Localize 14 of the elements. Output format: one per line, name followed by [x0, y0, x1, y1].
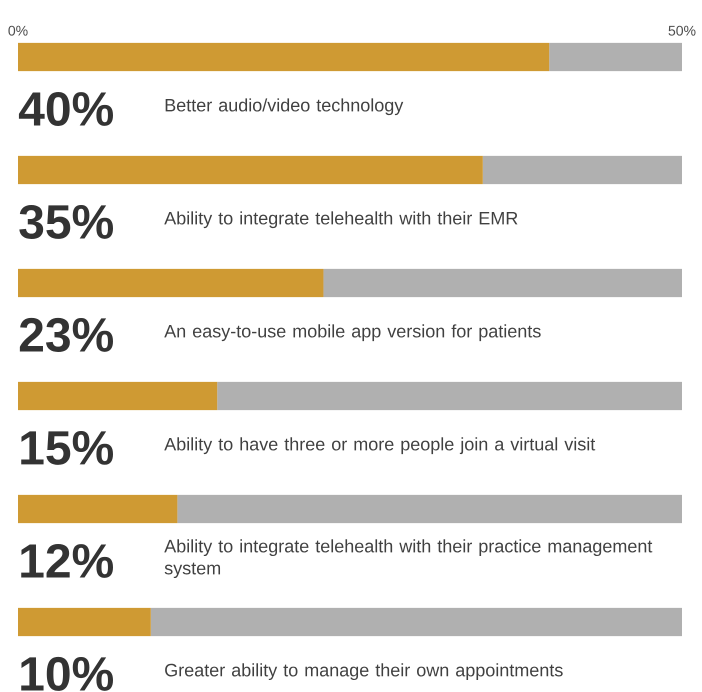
y-tick-label: Greater ability to manage their own appointments — [165, 663, 563, 680]
data-label: 10% — [21, 656, 113, 691]
data-label: 15% — [21, 431, 113, 465]
y-tick-label: Ability to integrate telehealth with their EMR — [164, 211, 518, 228]
y-tick-label: An easy-to-use mobile app version for patients — [164, 324, 541, 342]
y-tick-label: Better audio/video technology — [166, 98, 404, 116]
x-tick-label: 50% — [668, 26, 696, 36]
data-label: 40% — [18, 92, 113, 126]
data-label: 23% — [20, 318, 113, 352]
x-tick-label: 0% — [8, 26, 28, 36]
data-label: 35% — [19, 204, 113, 239]
data-label: 12% — [21, 544, 113, 578]
y-tick-label: Ability to integrate telehealth with their practice management system — [164, 539, 652, 578]
y-tick-label: Ability to have three or more people join a virtual visit — [164, 437, 596, 454]
